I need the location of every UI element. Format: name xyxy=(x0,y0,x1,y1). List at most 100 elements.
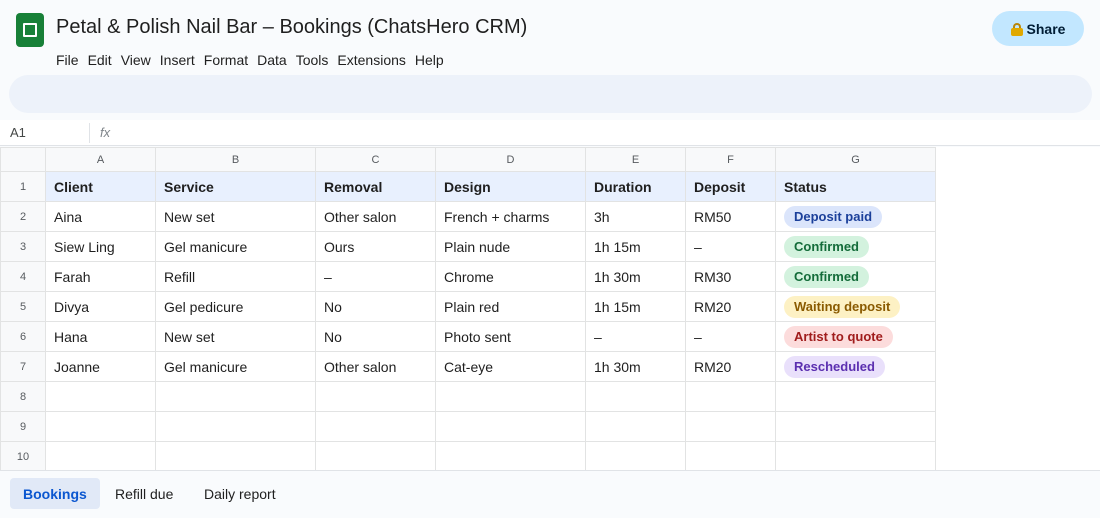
cell-duration[interactable]: 1h 30m xyxy=(585,261,686,292)
tab-daily-report[interactable]: Daily report xyxy=(204,485,276,502)
name-box[interactable]: A1 xyxy=(10,125,26,140)
document-title[interactable]: Petal & Polish Nail Bar – Bookings (Chat… xyxy=(56,16,528,38)
empty-cell[interactable] xyxy=(435,441,586,472)
cell-status[interactable]: Confirmed xyxy=(775,261,936,292)
cell-removal[interactable]: Other salon xyxy=(315,351,436,382)
cell-design[interactable]: Plain nude xyxy=(435,231,586,262)
cell-service[interactable]: New set xyxy=(155,201,316,232)
empty-cell[interactable] xyxy=(315,411,436,442)
menu-view[interactable]: View xyxy=(120,52,151,68)
cell-service[interactable]: Gel manicure xyxy=(155,351,316,382)
cell-duration[interactable]: 1h 30m xyxy=(585,351,686,382)
row-header[interactable]: 2 xyxy=(0,201,46,232)
cell-status[interactable]: Rescheduled xyxy=(775,351,936,382)
header-cell-deposit[interactable]: Deposit xyxy=(685,171,776,202)
cell-removal[interactable]: – xyxy=(315,261,436,292)
cell-deposit[interactable]: RM20 xyxy=(685,351,776,382)
cell-removal[interactable]: Ours xyxy=(315,231,436,262)
column-header-a[interactable]: A xyxy=(45,147,156,172)
empty-cell[interactable] xyxy=(45,411,156,442)
cell-design[interactable]: Chrome xyxy=(435,261,586,292)
cell-client[interactable]: Aina xyxy=(45,201,156,232)
cell-design[interactable]: Cat-eye xyxy=(435,351,586,382)
share-button[interactable]: Share xyxy=(992,11,1084,46)
menu-file[interactable]: File xyxy=(56,52,79,68)
header-cell-design[interactable]: Design xyxy=(435,171,586,202)
cell-client[interactable]: Joanne xyxy=(45,351,156,382)
menu-tools[interactable]: Tools xyxy=(295,52,329,68)
row-header[interactable]: 10 xyxy=(0,441,46,472)
cell-service[interactable]: New set xyxy=(155,321,316,352)
header-cell-removal[interactable]: Removal xyxy=(315,171,436,202)
cell-service[interactable]: Gel manicure xyxy=(155,231,316,262)
menu-insert[interactable]: Insert xyxy=(159,52,195,68)
cell-removal[interactable]: No xyxy=(315,321,436,352)
select-all-corner[interactable] xyxy=(0,147,46,172)
tab-bookings[interactable]: Bookings xyxy=(10,478,100,509)
empty-cell[interactable] xyxy=(685,411,776,442)
menu-format[interactable]: Format xyxy=(203,52,249,68)
cell-deposit[interactable]: RM30 xyxy=(685,261,776,292)
row-header[interactable]: 9 xyxy=(0,411,46,442)
menu-edit[interactable]: Edit xyxy=(87,52,112,68)
row-header[interactable]: 5 xyxy=(0,291,46,322)
cell-status[interactable]: Confirmed xyxy=(775,231,936,262)
empty-cell[interactable] xyxy=(685,441,776,472)
row-header[interactable]: 8 xyxy=(0,381,46,412)
cell-design[interactable]: French + charms xyxy=(435,201,586,232)
cell-deposit[interactable]: RM20 xyxy=(685,291,776,322)
empty-cell[interactable] xyxy=(585,411,686,442)
row-header[interactable]: 6 xyxy=(0,321,46,352)
menu-extensions[interactable]: Extensions xyxy=(337,52,406,68)
cell-design[interactable]: Plain red xyxy=(435,291,586,322)
cell-design[interactable]: Photo sent xyxy=(435,321,586,352)
empty-cell[interactable] xyxy=(775,411,936,442)
sheets-logo-icon[interactable] xyxy=(16,13,44,47)
column-header-b[interactable]: B xyxy=(155,147,316,172)
cell-client[interactable]: Divya xyxy=(45,291,156,322)
empty-cell[interactable] xyxy=(45,381,156,412)
header-cell-status[interactable]: Status xyxy=(775,171,936,202)
header-cell-service[interactable]: Service xyxy=(155,171,316,202)
empty-cell[interactable] xyxy=(435,381,586,412)
column-header-d[interactable]: D xyxy=(435,147,586,172)
tab-refill-due[interactable]: Refill due xyxy=(115,485,174,502)
column-header-g[interactable]: G xyxy=(775,147,936,172)
row-header[interactable]: 4 xyxy=(0,261,46,292)
cell-status[interactable]: Deposit paid xyxy=(775,201,936,232)
empty-cell[interactable] xyxy=(685,381,776,412)
cell-duration[interactable]: 3h xyxy=(585,201,686,232)
cell-client[interactable]: Farah xyxy=(45,261,156,292)
empty-cell[interactable] xyxy=(155,411,316,442)
cell-service[interactable]: Refill xyxy=(155,261,316,292)
cell-duration[interactable]: – xyxy=(585,321,686,352)
empty-cell[interactable] xyxy=(775,381,936,412)
empty-cell[interactable] xyxy=(45,441,156,472)
empty-cell[interactable] xyxy=(775,441,936,472)
header-cell-client[interactable]: Client xyxy=(45,171,156,202)
column-header-e[interactable]: E xyxy=(585,147,686,172)
cell-duration[interactable]: 1h 15m xyxy=(585,291,686,322)
cell-service[interactable]: Gel pedicure xyxy=(155,291,316,322)
empty-cell[interactable] xyxy=(435,411,586,442)
cell-client[interactable]: Siew Ling xyxy=(45,231,156,262)
empty-cell[interactable] xyxy=(155,441,316,472)
cell-duration[interactable]: 1h 15m xyxy=(585,231,686,262)
empty-cell[interactable] xyxy=(315,381,436,412)
cell-status[interactable]: Waiting deposit xyxy=(775,291,936,322)
column-header-c[interactable]: C xyxy=(315,147,436,172)
cell-deposit[interactable]: – xyxy=(685,321,776,352)
cell-deposit[interactable]: – xyxy=(685,231,776,262)
cell-deposit[interactable]: RM50 xyxy=(685,201,776,232)
row-header[interactable]: 3 xyxy=(0,231,46,262)
menu-data[interactable]: Data xyxy=(257,52,287,68)
header-cell-duration[interactable]: Duration xyxy=(585,171,686,202)
empty-cell[interactable] xyxy=(155,381,316,412)
cell-removal[interactable]: No xyxy=(315,291,436,322)
cell-removal[interactable]: Other salon xyxy=(315,201,436,232)
empty-cell[interactable] xyxy=(585,441,686,472)
empty-cell[interactable] xyxy=(585,381,686,412)
column-header-f[interactable]: F xyxy=(685,147,776,172)
row-header[interactable]: 1 xyxy=(0,171,46,202)
menu-help[interactable]: Help xyxy=(414,52,444,68)
